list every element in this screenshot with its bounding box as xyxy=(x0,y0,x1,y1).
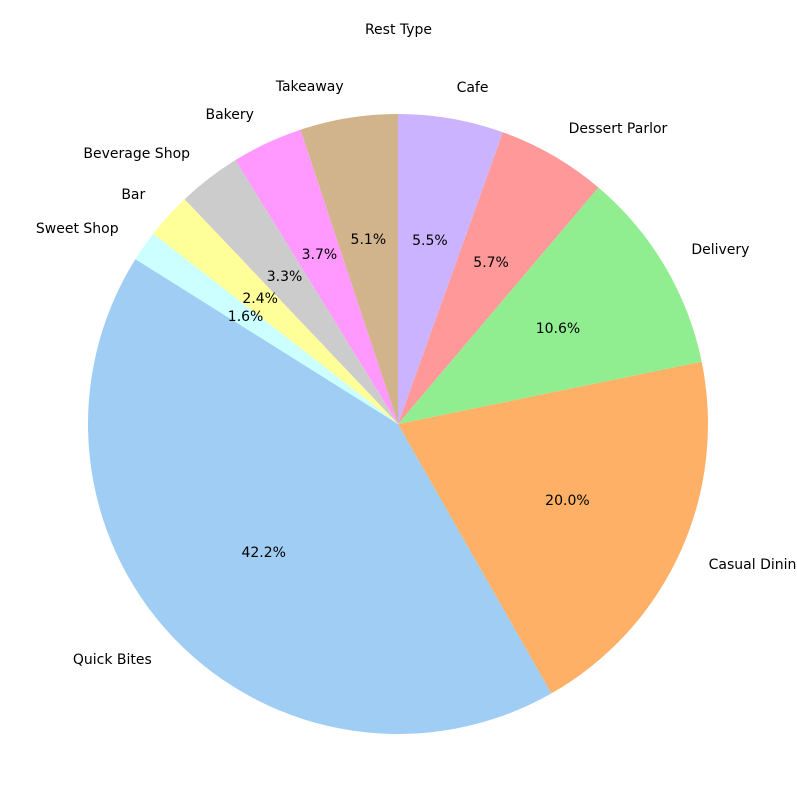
slice-label: Takeaway xyxy=(276,79,344,95)
slice-label: Casual Dining xyxy=(709,557,797,573)
chart-title: Rest Type xyxy=(0,22,797,38)
figure: Rest Type 5.1%Takeaway3.7%Bakery3.3%Beve… xyxy=(0,0,797,812)
pie-chart xyxy=(88,114,708,734)
slice-label: Cafe xyxy=(457,80,489,96)
pie-svg xyxy=(88,114,708,734)
